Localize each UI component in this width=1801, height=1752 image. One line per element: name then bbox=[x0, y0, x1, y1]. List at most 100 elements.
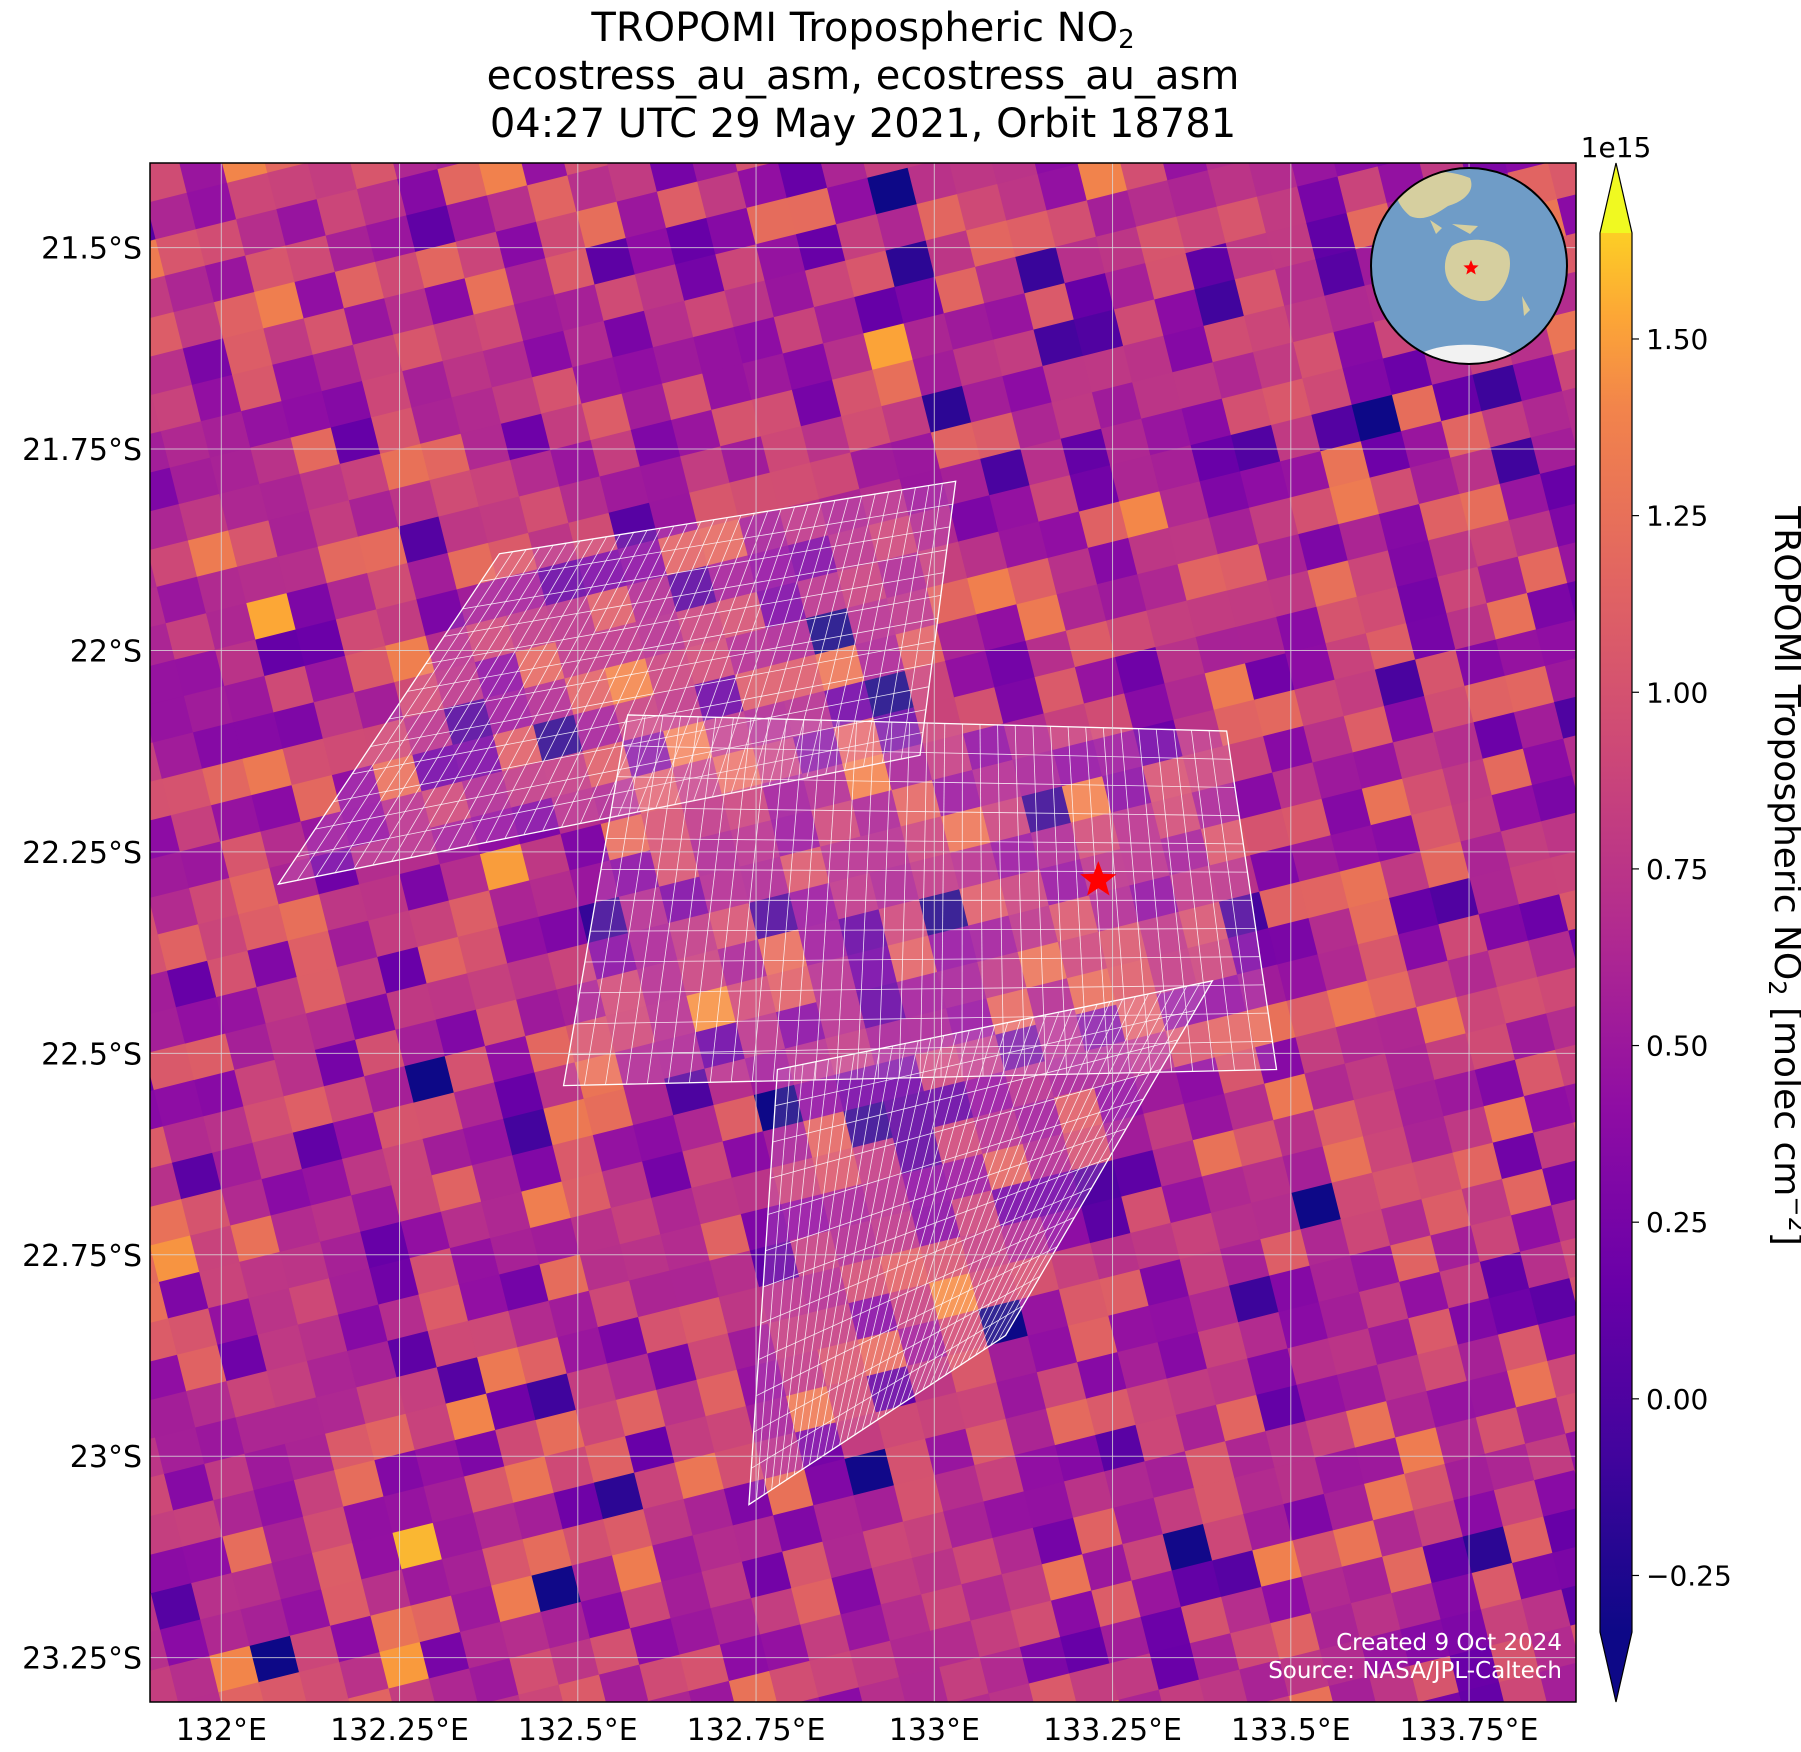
tropomi-pixel bbox=[1139, 1259, 1190, 1307]
tropomi-pixel bbox=[1409, 457, 1461, 505]
tropomi-pixel bbox=[1234, 1467, 1285, 1515]
tropomi-pixel bbox=[757, 929, 808, 977]
tropomi-pixel bbox=[242, 748, 293, 796]
tropomi-pixel bbox=[613, 694, 664, 742]
tropomi-pixel bbox=[1247, 163, 1298, 198]
tropomi-pixel bbox=[392, 1522, 443, 1570]
tropomi-pixel bbox=[1141, 408, 1192, 456]
tropomi-pixel bbox=[1149, 1643, 1200, 1691]
tropomi-pixel bbox=[281, 390, 332, 439]
tropomi-pixel bbox=[1493, 1480, 1544, 1528]
tropomi-pixel bbox=[702, 363, 753, 411]
tropomi-pixel bbox=[356, 1377, 407, 1425]
tropomi-pixel bbox=[827, 1724, 877, 1752]
tropomi-pixel bbox=[782, 343, 833, 391]
tropomi-pixel bbox=[596, 969, 647, 1017]
tropomi-pixel bbox=[287, 930, 338, 978]
tropomi-pixel bbox=[158, 1271, 209, 1319]
tropomi-pixel bbox=[969, 1263, 1020, 1311]
tropomi-pixel bbox=[207, 950, 258, 998]
tropomi-pixel bbox=[178, 493, 229, 542]
tropomi-pixel bbox=[1258, 533, 1309, 582]
tropomi-pixel bbox=[599, 466, 650, 514]
tropomi-pixel bbox=[854, 286, 905, 334]
tropomi-pixel bbox=[419, 1631, 470, 1680]
tropomi-pixel bbox=[553, 1482, 604, 1530]
tropomi-pixel bbox=[359, 874, 410, 922]
tropomi-pixel bbox=[321, 380, 372, 429]
tropomi-pixel bbox=[1452, 1142, 1503, 1190]
tropomi-pixel bbox=[504, 1456, 555, 1504]
tropomi-pixel bbox=[513, 294, 565, 342]
tropomi-pixel bbox=[73, 1100, 123, 1147]
tropomi-pixel bbox=[665, 217, 717, 265]
tropomi-pixel bbox=[725, 628, 776, 676]
tropomi-pixel bbox=[1060, 428, 1111, 476]
tropomi-pixel bbox=[1086, 190, 1137, 238]
tropomi-pixel bbox=[1206, 1358, 1258, 1406]
tropomi-pixel bbox=[891, 779, 942, 828]
colorbar-tick-label: 0.75 bbox=[1646, 853, 1708, 886]
tropomi-pixel bbox=[853, 1485, 904, 1533]
tropomi-pixel bbox=[1477, 556, 1528, 604]
tropomi-pixel bbox=[1268, 917, 1319, 966]
tropomi-pixel bbox=[150, 348, 193, 396]
tropomi-pixel bbox=[1314, 1447, 1365, 1495]
colorbar-tick-label: 0.25 bbox=[1646, 1206, 1708, 1239]
tropomi-pixel bbox=[687, 1333, 738, 1381]
tropomi-pixel bbox=[1361, 778, 1412, 826]
overlay-grid-line bbox=[755, 1246, 1058, 1397]
tropomi-pixel bbox=[192, 722, 244, 770]
tropomi-pixel bbox=[1167, 170, 1218, 218]
tropomi-pixel bbox=[199, 1261, 250, 1309]
tropomi-pixel bbox=[407, 552, 458, 600]
tropomi-pixel bbox=[1352, 742, 1403, 790]
tropomi-pixel bbox=[1067, 1315, 1119, 1363]
tropomi-pixel bbox=[1472, 364, 1523, 412]
tropomi-pixel bbox=[970, 1610, 1021, 1658]
tropomi-pixel bbox=[964, 1071, 1015, 1119]
tropomi-pixel bbox=[317, 536, 368, 584]
tropomi-pixel bbox=[736, 1359, 787, 1407]
tropomi-pixel bbox=[1123, 335, 1174, 383]
tropomi-pixel bbox=[1332, 1520, 1383, 1568]
tropomi-pixel bbox=[619, 1234, 671, 1282]
tropomi-pixel bbox=[836, 214, 887, 262]
tropomi-pixel bbox=[1441, 411, 1492, 459]
tropomi-pixel bbox=[150, 1437, 165, 1485]
tropomi-pixel bbox=[1001, 1564, 1052, 1612]
tropomi-pixel bbox=[89, 478, 139, 525]
tropomi-pixel bbox=[753, 1084, 804, 1132]
tropomi-pixel bbox=[892, 1127, 943, 1175]
tropomi-pixel bbox=[78, 1292, 128, 1339]
tropomi-pixel bbox=[1537, 966, 1576, 1014]
tropomi-pixel bbox=[1533, 1122, 1576, 1170]
ecostress-scene-grids bbox=[276, 480, 1278, 1506]
tropomi-pixel bbox=[1291, 1182, 1342, 1230]
tropomi-pixel bbox=[699, 866, 750, 914]
tropomi-pixel bbox=[391, 1175, 442, 1223]
tropomi-pixel bbox=[809, 105, 859, 152]
tropomi-pixel bbox=[883, 1091, 934, 1139]
tropomi-pixel bbox=[150, 815, 181, 863]
tropomi-pixel bbox=[1194, 279, 1245, 327]
tropomi-pixel bbox=[1589, 1688, 1639, 1735]
tropomi-pixel bbox=[979, 1646, 1030, 1695]
tropomi-pixel bbox=[490, 1227, 541, 1276]
colorbar-title: TROPOMI Tropospheric NO2 [molec cm−2] bbox=[1763, 506, 1801, 1246]
tropomi-pixel bbox=[186, 1381, 237, 1429]
overlay-grid-line bbox=[770, 1069, 1161, 1179]
tropomi-pixel bbox=[198, 914, 249, 962]
tropomi-pixel bbox=[491, 377, 542, 425]
tropomi-pixel bbox=[1147, 948, 1198, 996]
tropomi-pixel bbox=[1534, 1469, 1576, 1518]
tropomi-pixel bbox=[1061, 776, 1112, 824]
tropomi-pixel bbox=[674, 1452, 725, 1500]
tropomi-pixel bbox=[1188, 1285, 1239, 1333]
tropomi-pixel bbox=[568, 512, 619, 560]
tropomi-pixel bbox=[863, 323, 914, 371]
tropomi-pixel bbox=[471, 1155, 523, 1203]
tropomi-pixel bbox=[1230, 424, 1281, 472]
tropomi-pixel bbox=[187, 530, 238, 578]
tropomi-pixel bbox=[885, 240, 936, 288]
